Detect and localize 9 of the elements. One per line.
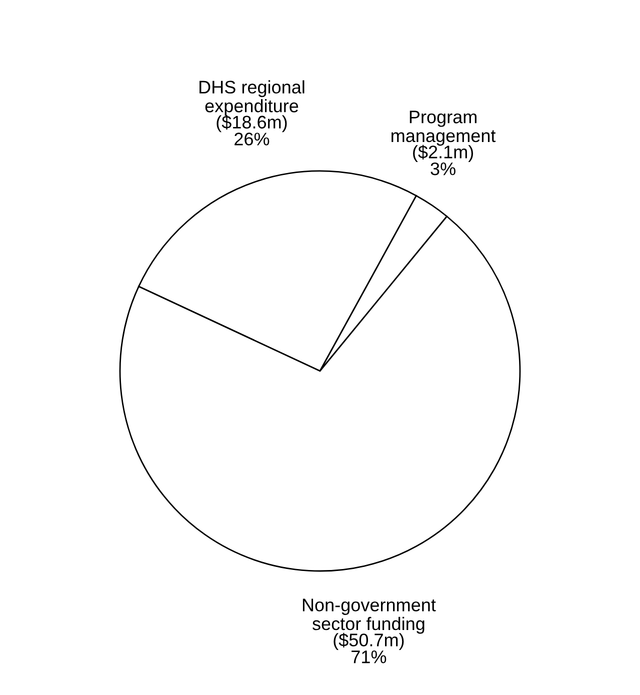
slice-label: Program management <box>392 110 496 146</box>
data-label: ($2.1m) <box>413 144 474 162</box>
text: 3% <box>430 162 456 176</box>
text: 71% <box>352 650 386 664</box>
slice-label: DHS regional expenditure <box>200 80 304 116</box>
data-label: ($50.7m) <box>334 632 404 650</box>
slice-label: Non-government sector funding <box>302 598 436 634</box>
text: 26% <box>234 132 270 146</box>
data-label: ($18.6m) <box>216 115 287 132</box>
